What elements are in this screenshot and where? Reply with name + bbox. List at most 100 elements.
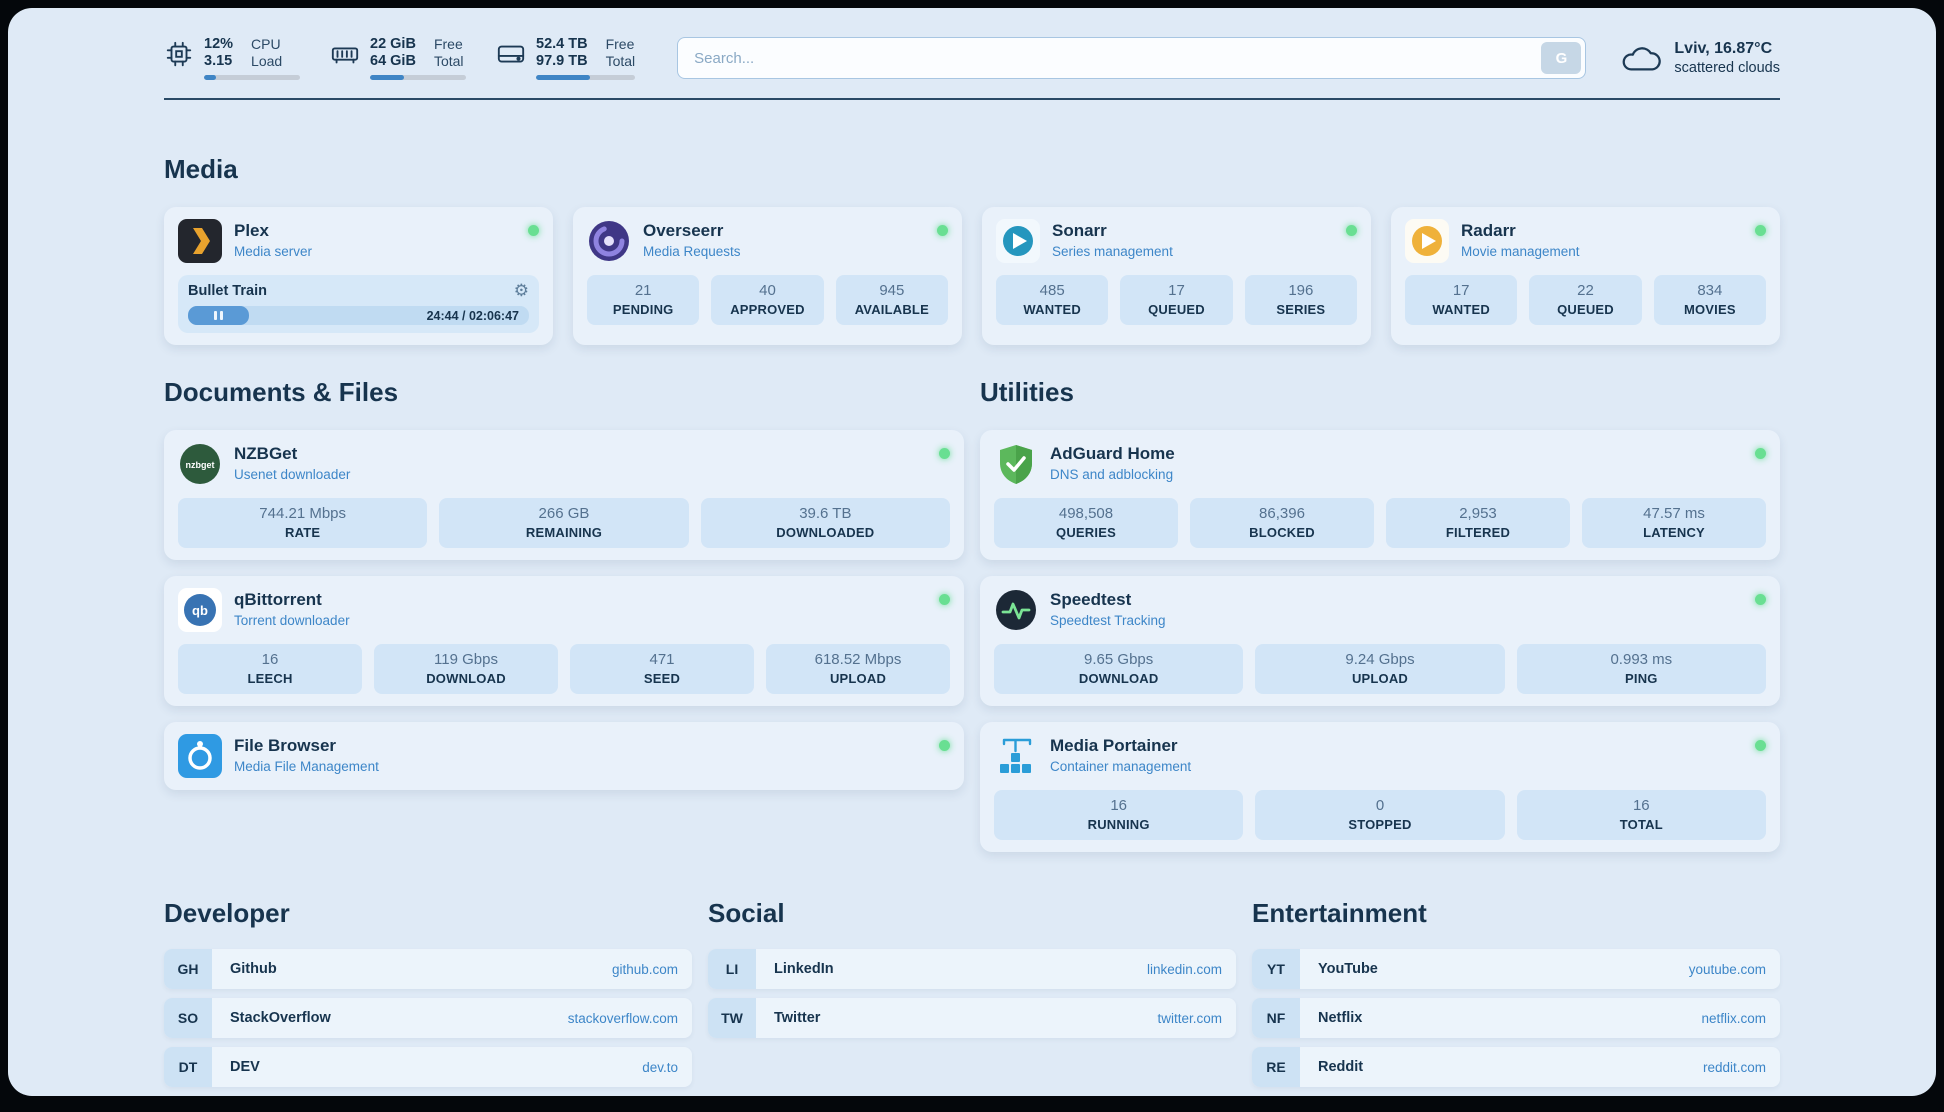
service-subtitle: Torrent downloader [234,613,350,628]
service-subtitle: Movie management [1461,244,1580,259]
stat-tile: 17 WANTED [1405,275,1518,325]
stat-tile: 2,953 FILTERED [1386,498,1570,548]
stat-tile: 21 PENDING [587,275,700,325]
service-card-portainer[interactable]: Media Portainer Container management 16 … [980,722,1780,852]
speedtest-icon [996,590,1036,630]
service-card-sonarr[interactable]: Sonarr Series management 485 WANTED 17 Q… [982,207,1371,345]
bookmark-name: Netflix [1318,1010,1363,1026]
stat-tile: 498,508 QUERIES [994,498,1178,548]
stat-value: 744.21 Mbps [259,505,347,522]
stat-tile: 471 SEED [570,644,754,694]
bookmark-url: stackoverflow.com [567,1010,678,1026]
stat-value: 945 [879,282,905,299]
service-card-qbittorrent[interactable]: qb qBittorrent Torrent downloader 16 [164,576,964,706]
stat-value: 9.24 Gbps [1345,651,1415,668]
bookmark-netflix[interactable]: NF Netflix netflix.com [1252,998,1780,1038]
stat-tile: 16 RUNNING [994,790,1244,840]
bookmark-github[interactable]: GH Github github.com [164,949,692,989]
stat-tile: 16 LEECH [178,644,362,694]
bookmark-url: linkedin.com [1146,961,1222,977]
service-subtitle: DNS and adblocking [1050,467,1174,482]
stat-label: RUNNING [1087,817,1150,832]
stat-label: QUERIES [1056,525,1116,540]
stat-value: 618.52 Mbps [814,651,902,668]
stat-value: 0 [1375,797,1385,814]
bookmark-reddit[interactable]: RE Reddit reddit.com [1252,1047,1780,1087]
search-input[interactable] [677,37,1587,79]
stat-label: TOTAL [1619,817,1663,832]
service-subtitle: Speedtest Tracking [1050,613,1166,628]
cpu-icon [166,41,192,67]
stat-label: STOPPED [1348,817,1412,832]
ram-total-label: Total [433,53,464,69]
bookmark-name: Twitter [774,1010,821,1026]
sonarr-icon [996,219,1040,263]
service-card-adguard[interactable]: AdGuard Home DNS and adblocking 498,508 … [980,430,1780,560]
disk-progress-bar [536,75,636,80]
service-card-nzbget[interactable]: nzbget NZBGet Usenet downloader 744.21 M… [164,430,964,560]
service-title: qBittorrent [234,590,322,609]
stat-label: LATENCY [1643,525,1705,540]
bookmark-twitter[interactable]: TW Twitter twitter.com [708,998,1236,1038]
stat-tile: 266 GB REMAINING [439,498,689,548]
status-dot [939,448,950,459]
stat-label: FILTERED [1445,525,1511,540]
weather-condition: scattered clouds [1674,60,1780,76]
stat-value: 498,508 [1058,505,1114,522]
weather-widget: Lviv, 16.87°C scattered clouds [1620,40,1780,76]
bookmark-url: twitter.com [1157,1010,1222,1026]
bookmark-abbr: NF [1252,998,1300,1038]
stat-value: 471 [649,651,675,668]
bookmark-name: StackOverflow [230,1010,331,1026]
stat-value: 16 [1632,797,1650,814]
playback-progress-bar[interactable]: 24:44 / 02:06:47 [188,306,529,325]
service-title: Sonarr [1052,221,1107,240]
stat-tile: 945 AVAILABLE [835,275,948,325]
stat-label: PING [1625,671,1658,686]
stat-label: PENDING [612,302,674,317]
stat-tile: 39.6 TB DOWNLOADED [700,498,950,548]
bookmark-stackoverflow[interactable]: SO StackOverflow stackoverflow.com [164,998,692,1038]
ram-free-value: 22 GiB [370,36,416,52]
stat-tile: 9.24 Gbps UPLOAD [1255,644,1505,694]
radarr-icon [1405,219,1449,263]
cpu-load-value: 3.15 [204,53,233,69]
stat-tile: 17 QUEUED [1120,275,1233,325]
cpu-usage-value: 12% [204,36,234,52]
service-subtitle: Series management [1052,244,1173,259]
stat-tile: 834 MOVIES [1653,275,1766,325]
filebrowser-icon [178,734,222,778]
bookmark-url: reddit.com [1702,1059,1766,1075]
service-card-overseerr[interactable]: Overseerr Media Requests 21 PENDING 40 A… [573,207,962,345]
stat-value: 16 [261,651,279,668]
disk-total-value: 97.9 TB [536,53,588,69]
stat-label: UPLOAD [829,671,887,686]
search-engine-button[interactable]: G [1541,42,1582,74]
stat-label: RATE [285,525,321,540]
stat-value: 21 [634,282,652,299]
media-heading: Media [164,154,238,184]
bookmark-dev[interactable]: DT DEV dev.to [164,1047,692,1087]
stat-value: 2,953 [1459,505,1497,522]
stat-value: 86,396 [1259,505,1305,522]
bookmark-youtube[interactable]: YT YouTube youtube.com [1252,949,1780,989]
stat-label: BLOCKED [1249,525,1315,540]
service-card-filebrowser[interactable]: File Browser Media File Management [164,722,964,790]
disk-stat: 52.4 TB Free 97.9 TB Total [496,36,636,80]
disk-free-value: 52.4 TB [536,36,588,52]
section-entertainment: Entertainment YT YouTube youtube.com NF … [1252,898,1780,1087]
bookmark-linkedin[interactable]: LI LinkedIn linkedin.com [708,949,1236,989]
service-subtitle: Usenet downloader [234,467,351,482]
stat-value: 0.993 ms [1610,651,1673,668]
service-card-speedtest[interactable]: Speedtest Speedtest Tracking 9.65 Gbps D… [980,576,1780,706]
stat-tile: 22 QUEUED [1529,275,1642,325]
entertainment-heading: Entertainment [1252,898,1427,928]
svg-text:qb: qb [192,603,208,618]
gear-icon[interactable]: ⚙ [513,281,529,300]
stat-label: LEECH [247,671,293,686]
ram-progress-bar [370,75,466,80]
service-card-radarr[interactable]: Radarr Movie management 17 WANTED 22 QUE… [1391,207,1780,345]
service-card-plex[interactable]: Plex Media server Bullet Train ⚙ [164,207,553,345]
bookmark-abbr: LI [708,949,756,989]
nzbget-icon: nzbget [180,444,220,484]
